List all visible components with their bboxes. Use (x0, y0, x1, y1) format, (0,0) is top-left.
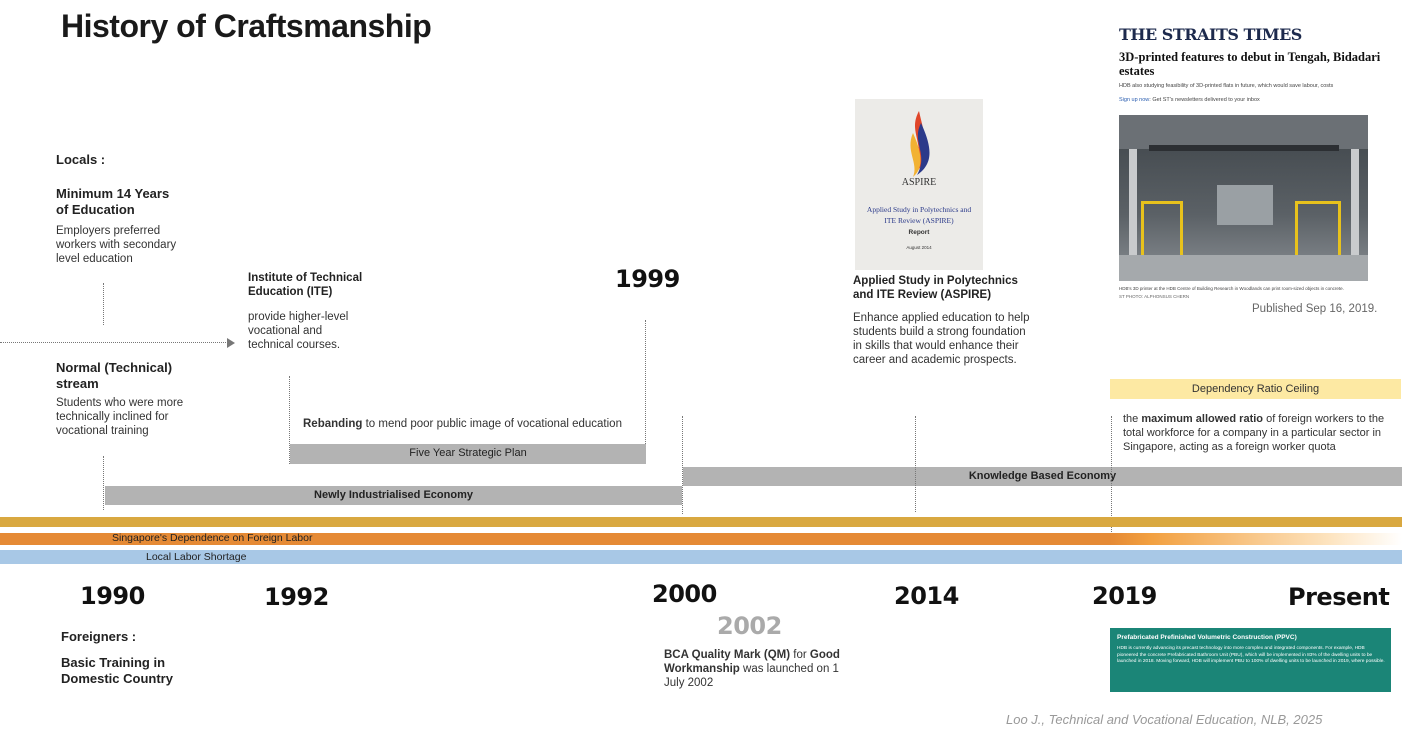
year-2002: 2002 (717, 612, 782, 640)
photo-gantry (1149, 145, 1339, 151)
straits-times-credit: ST PHOTO: ALPHONSUS CHERN (1119, 294, 1190, 299)
connector-2019 (1111, 416, 1112, 536)
locals-heading: Minimum 14 Years of Education (56, 186, 170, 217)
bca-mid: for (790, 649, 810, 661)
ite-body: provide higher-level vocational and tech… (248, 311, 349, 351)
dependency-post: of foreign workers to the total workforc… (1123, 413, 1385, 453)
aspire-cover-date: August 2014 (906, 245, 932, 250)
connector-2000 (682, 416, 683, 514)
bca-text: BCA Quality Mark (QM) for Good Workmansh… (664, 648, 849, 690)
year-1990: 1990 (80, 582, 145, 610)
year-1992: 1992 (264, 583, 329, 611)
photo-pillar-right (1351, 149, 1359, 259)
ppvc-title: Prefabricated Prefinished Volumetric Con… (1117, 634, 1297, 641)
dependency-pre: the (1123, 413, 1142, 425)
ite-heading: Institute of Technical Education (ITE) (248, 272, 363, 298)
foreigners-label: Foreigners : (61, 629, 137, 644)
dependency-ratio-text: the maximum allowed ratio of foreign wor… (1123, 412, 1399, 454)
straits-times-signup: Sign up now: Get ST's newsletters delive… (1119, 97, 1382, 104)
straits-times-clipping: THE STRAITS TIMES 3D-printed features to… (1112, 18, 1382, 104)
aspire-heading: Applied Study in Polytechnics and ITE Re… (853, 275, 1018, 301)
aspire-cover-sub: Report (908, 229, 930, 236)
aspire-cover-logo: ASPIRE (901, 177, 937, 188)
rebranding-text: Rebanding to mend poor public image of v… (303, 417, 622, 431)
year-present: Present (1288, 583, 1390, 611)
year-2000: 2000 (652, 580, 717, 608)
straits-times-published: Published Sep 16, 2019. (1252, 303, 1378, 315)
signup-rest: : Get ST's newsletters delivered to your… (1149, 97, 1260, 103)
photo-room-opening (1217, 185, 1273, 225)
aspire-flame-icon (910, 111, 930, 177)
band-dependence-label: Singapore's Dependence on Foreign Labor (112, 532, 313, 544)
foreigners-heading: Basic Training in Domestic Country (61, 655, 173, 686)
connector-1990 (103, 456, 104, 510)
photo-floor (1119, 255, 1368, 281)
band-shortage-label: Local Labor Shortage (146, 551, 247, 563)
aspire-cover-title: Applied Study in Polytechnics and ITE Re… (866, 205, 972, 225)
straits-times-photo (1119, 115, 1368, 281)
normal-technical-body: Students who were more technically incli… (56, 397, 184, 437)
bca-post: was launched on 1 July 2002 (664, 663, 839, 689)
locals-body: Employers preferred workers with seconda… (56, 225, 177, 265)
band-shortage (0, 550, 1402, 564)
aspire-body: Enhance applied education to help studen… (853, 312, 1030, 366)
band-gold (0, 517, 1402, 527)
year-2019: 2019 (1092, 582, 1157, 610)
rebranding-rest: to mend poor public image of vocational … (362, 418, 622, 430)
signup-link[interactable]: Sign up now (1119, 97, 1150, 103)
aspire-report-cover: ASPIRE Applied Study in Polytechnics and… (855, 99, 983, 270)
page-title: History of Craftsmanship (61, 8, 432, 44)
photo-ceiling (1119, 115, 1368, 149)
connector-locals (103, 283, 104, 325)
arrow-line (0, 342, 228, 343)
straits-times-logo: THE STRAITS TIMES (1119, 25, 1302, 44)
bar-five-year-plan: Five Year Strategic Plan (290, 444, 646, 464)
connector-1999 (645, 320, 646, 462)
bar-knowledge-economy: Knowledge Based Economy (683, 467, 1402, 486)
rebranding-bold: Rebanding (303, 418, 363, 430)
dependency-bold: maximum allowed ratio (1141, 413, 1264, 425)
bar-newly-industrialised: Newly Industrialised Economy (105, 486, 682, 505)
photo-pillar-left (1129, 149, 1137, 259)
straits-times-sub: HDB also studying feasibility of 3D-prin… (1119, 83, 1334, 89)
connector-1992 (289, 376, 290, 464)
straits-times-caption: HDB's 3D printer at the HDB Centre of Bu… (1119, 286, 1344, 291)
dependency-ratio-label: Dependency Ratio Ceiling (1110, 379, 1401, 399)
bca-bold-workmanship: Good Workmanship (664, 649, 840, 675)
bca-bold-qm: BCA Quality Mark (QM) (664, 649, 791, 661)
year-2014: 2014 (894, 582, 959, 610)
connector-2014 (915, 416, 916, 512)
citation: Loo J., Technical and Vocational Educati… (1006, 712, 1323, 727)
normal-technical-heading: Normal (Technical) stream (56, 360, 173, 391)
ppvc-box: Prefabricated Prefinished Volumetric Con… (1110, 628, 1391, 692)
band-dependence (0, 533, 1402, 545)
straits-times-headline: 3D-printed features to debut in Tengah, … (1119, 50, 1381, 78)
locals-label: Locals : (56, 152, 106, 167)
year-1999: 1999 (615, 265, 680, 293)
ppvc-body: HDB is currently advancing its precast t… (1117, 646, 1385, 664)
arrow-head-icon (227, 338, 235, 348)
